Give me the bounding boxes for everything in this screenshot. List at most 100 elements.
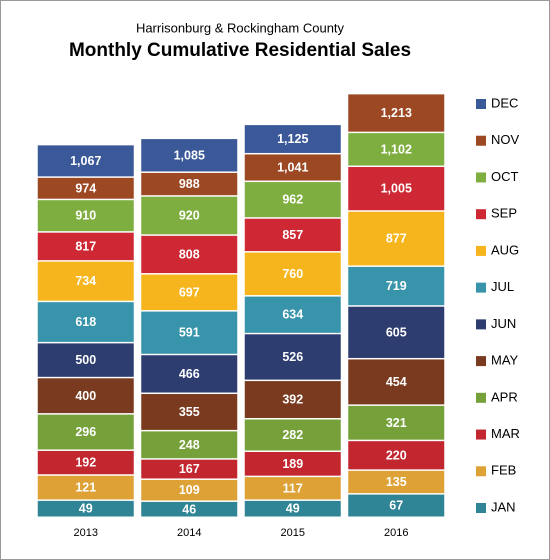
legend-swatch <box>476 429 486 440</box>
bar-segment <box>244 154 341 181</box>
bar-segment <box>244 500 341 517</box>
bar-segment <box>348 359 445 405</box>
bar-segment <box>348 167 445 211</box>
legend-label: MAY <box>491 353 519 368</box>
data-label: 734 <box>75 274 96 288</box>
legend-swatch <box>476 466 486 477</box>
data-label: 49 <box>286 502 300 516</box>
bar-segment <box>244 419 341 451</box>
data-label: 67 <box>389 499 403 513</box>
legend-swatch <box>476 356 486 367</box>
bar-segment <box>348 133 445 166</box>
bar-segment <box>348 94 445 132</box>
data-label: 719 <box>386 279 407 293</box>
legend-label: JAN <box>491 499 516 514</box>
legend-swatch <box>476 282 486 293</box>
data-label: 808 <box>179 248 200 262</box>
data-label: 189 <box>282 457 303 471</box>
data-label: 1,102 <box>381 142 412 156</box>
bar-segment <box>141 459 238 479</box>
data-label: 321 <box>386 416 407 430</box>
data-label: 248 <box>179 438 200 452</box>
bar-segment <box>37 343 134 377</box>
data-label: 109 <box>179 483 200 497</box>
data-label: 634 <box>282 308 303 322</box>
bar-segment <box>141 235 238 274</box>
legend-swatch <box>476 503 486 513</box>
bar-segment <box>141 139 238 172</box>
bar-segment <box>348 405 445 440</box>
x-tick-label: 2015 <box>281 527 305 539</box>
data-label: 192 <box>75 456 96 470</box>
data-label: 296 <box>75 425 96 439</box>
bar-segment <box>37 177 134 199</box>
x-tick-label: 2014 <box>177 527 201 539</box>
bar-segment <box>244 125 341 153</box>
data-label: 454 <box>386 375 407 389</box>
data-label: 1,125 <box>277 132 308 146</box>
legend-label: FEB <box>491 463 516 478</box>
data-label: 355 <box>179 405 200 419</box>
data-label: 817 <box>75 239 96 253</box>
bar-segment <box>37 414 134 450</box>
legend-swatch <box>476 172 486 183</box>
bar-segment <box>348 266 445 306</box>
bar-segment <box>141 394 238 430</box>
bar-segment <box>37 500 134 517</box>
bar-segment <box>37 475 134 500</box>
bar-segment <box>244 182 341 218</box>
data-label: 920 <box>179 209 200 223</box>
data-label: 46 <box>182 502 196 516</box>
bar-segment <box>141 172 238 196</box>
data-label: 392 <box>282 393 303 407</box>
data-label: 400 <box>75 389 96 403</box>
data-label: 962 <box>282 193 303 207</box>
data-label: 220 <box>386 448 407 462</box>
bar-segment <box>348 494 445 517</box>
legend-label: DEC <box>491 95 518 110</box>
data-label: 1,041 <box>277 161 308 175</box>
bar-segment <box>141 311 238 354</box>
legend-swatch <box>476 392 486 403</box>
bar-segment <box>244 381 341 419</box>
data-label: 1,067 <box>70 154 101 168</box>
data-label: 49 <box>79 502 93 516</box>
data-label: 910 <box>75 209 96 223</box>
chart-title: Monthly Cumulative Residential Sales <box>69 40 411 61</box>
bar-segment <box>244 252 341 296</box>
data-label: 877 <box>386 232 407 246</box>
bar-segment <box>141 501 238 517</box>
x-tick-label: 2016 <box>384 527 408 539</box>
legend-label: MAR <box>491 426 520 441</box>
data-label: 760 <box>282 267 303 281</box>
data-label: 135 <box>386 475 407 489</box>
bar-segment <box>37 232 134 261</box>
data-label: 974 <box>75 181 96 195</box>
chart-subtitle: Harrisonburg & Rockingham County <box>136 20 345 35</box>
legend-swatch <box>476 245 486 256</box>
bar-segment <box>348 211 445 266</box>
bar-segment <box>244 334 341 380</box>
legend-label: SEP <box>491 206 517 221</box>
data-label: 591 <box>179 326 200 340</box>
data-label: 500 <box>75 353 96 367</box>
data-label: 697 <box>179 285 200 299</box>
bar-segment <box>244 296 341 333</box>
data-label: 605 <box>386 325 407 339</box>
bar-segment <box>37 200 134 232</box>
bar-segment <box>348 470 445 494</box>
data-label: 1,005 <box>381 182 412 196</box>
bar-segment <box>348 441 445 470</box>
legend-label: OCT <box>491 169 519 184</box>
legend-label: NOV <box>491 132 520 147</box>
legend-label: AUG <box>491 242 519 257</box>
data-label: 618 <box>75 315 96 329</box>
data-label: 167 <box>179 462 200 476</box>
legend-swatch <box>476 209 486 220</box>
legend-swatch <box>476 99 486 109</box>
data-label: 988 <box>179 177 200 191</box>
bar-segment <box>244 451 341 476</box>
data-label: 1,085 <box>174 148 205 162</box>
data-label: 526 <box>282 350 303 364</box>
